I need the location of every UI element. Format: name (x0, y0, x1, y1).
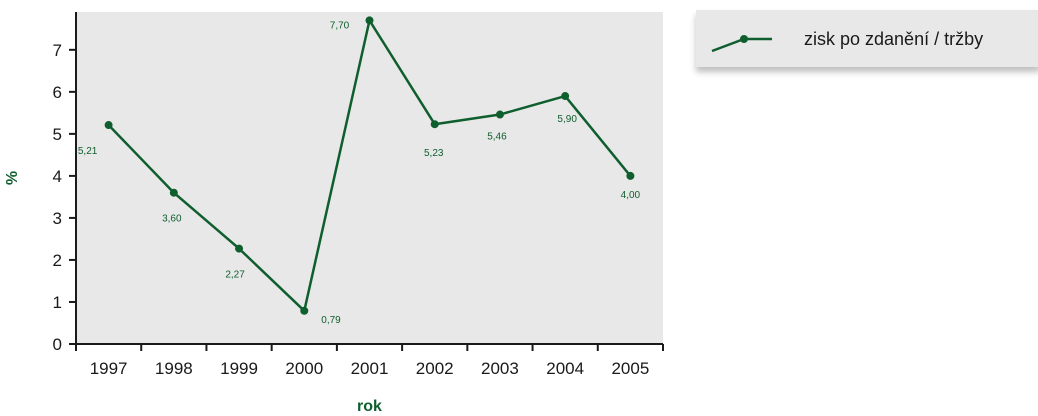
data-point (495, 110, 504, 119)
data-point (169, 188, 178, 197)
data-point (235, 244, 244, 253)
axes: 0 1 2 3 4 5 6 7 1997 1998 1999 2000 2001 2002 2003 2004… (53, 12, 664, 378)
data-label: 2,27 (225, 270, 245, 281)
x-tick-label: 2001 (351, 359, 389, 378)
data-label: 0,79 (321, 315, 341, 326)
legend: zisk po zdanění / tržby (696, 10, 1038, 67)
plot-area (76, 12, 663, 344)
y-axis-title: % (4, 171, 21, 185)
x-tick-label: 1999 (220, 359, 258, 378)
x-tick-label: 2000 (285, 359, 323, 378)
x-tick-label: 1997 (90, 359, 128, 378)
data-label: 3,60 (162, 214, 182, 225)
data-point (300, 306, 309, 315)
data-label: 5,46 (487, 132, 507, 143)
data-label: 5,21 (78, 146, 98, 157)
y-tick-label: 6 (53, 83, 62, 102)
series-layer (104, 16, 635, 315)
data-point (430, 120, 439, 129)
data-point (365, 16, 374, 25)
x-tick-label: 1998 (155, 359, 193, 378)
data-label: 5,23 (424, 148, 444, 159)
x-tick-label: 2002 (416, 359, 454, 378)
y-tick-label: 3 (53, 209, 62, 228)
y-tick-label: 2 (53, 251, 62, 270)
legend-label: zisk po zdanění / tržby (804, 29, 984, 49)
y-tick-label: 5 (53, 125, 62, 144)
y-tick-label: 4 (53, 167, 62, 186)
y-tick-label: 1 (53, 293, 62, 312)
y-tick-label: 7 (53, 41, 62, 60)
y-tick-label: 0 (53, 335, 62, 354)
data-point (626, 171, 635, 180)
data-labels: 5,21 3,60 2,27 0,79 7,70 5,23 5,46 5,90 4,00 (78, 20, 641, 325)
legend-swatch-marker (740, 35, 748, 43)
x-tick-label: 2004 (546, 359, 584, 378)
x-tick-label: 2003 (481, 359, 519, 378)
data-point (561, 92, 570, 101)
data-label: 7,70 (330, 20, 350, 31)
data-point (104, 121, 113, 130)
data-label: 5,90 (557, 114, 577, 125)
legend-swatch-icon (711, 35, 772, 53)
data-label: 4,00 (621, 190, 641, 201)
x-tick-label: 2005 (611, 359, 649, 378)
x-axis-title: rok (357, 398, 382, 415)
